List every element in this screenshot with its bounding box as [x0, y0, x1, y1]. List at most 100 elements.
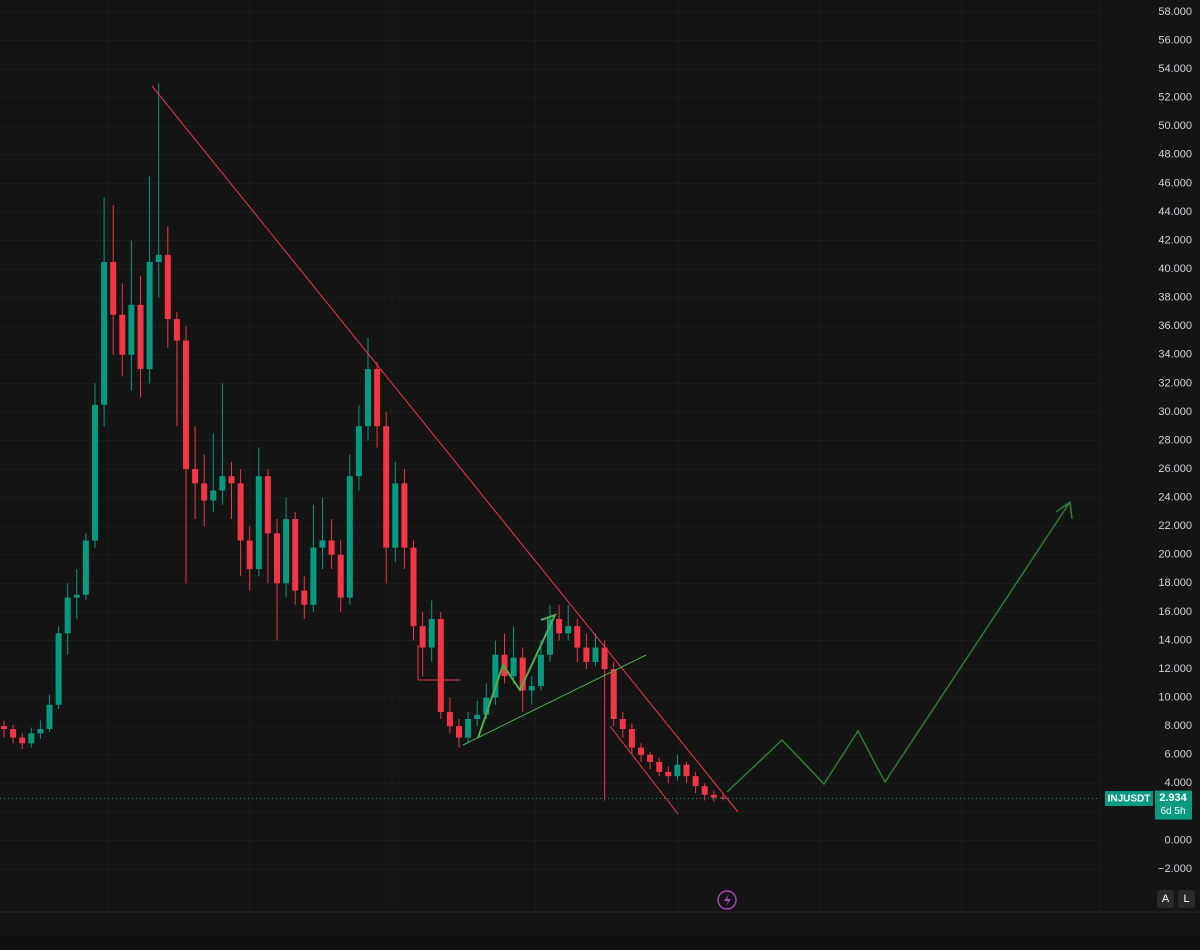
candle-body — [401, 483, 408, 548]
candles — [1, 83, 726, 802]
range-line — [417, 645, 460, 681]
candle-body — [10, 729, 17, 738]
candle-body — [55, 633, 62, 705]
candle-body — [146, 261, 153, 370]
candle-body — [110, 261, 117, 315]
candle-body — [565, 626, 572, 634]
candle-body — [537, 654, 544, 687]
candle-body — [337, 554, 344, 598]
y-tick-label: 0.000 — [1164, 834, 1192, 846]
candle-body — [592, 647, 599, 662]
y-tick-label: 58.000 — [1158, 6, 1192, 18]
symbol: INJUSDT — [1108, 794, 1151, 805]
candle-body — [82, 540, 89, 595]
projection-path — [726, 501, 1071, 793]
drawings — [151, 85, 1073, 815]
candle-body — [19, 737, 26, 744]
replay-icon[interactable] — [717, 890, 737, 910]
candle-body — [301, 590, 308, 605]
y-tick-label: 44.000 — [1158, 206, 1192, 218]
support-line — [462, 654, 647, 746]
candle-body — [483, 697, 490, 715]
y-tick-label: 14.000 — [1158, 634, 1192, 646]
y-tick-label: 4.000 — [1164, 777, 1192, 789]
candle-body — [510, 657, 517, 677]
y-tick-label: 48.000 — [1158, 149, 1192, 161]
candle-body — [137, 304, 144, 370]
channel-line — [609, 725, 679, 815]
candle-body — [692, 776, 699, 787]
y-tick-label: 42.000 — [1158, 234, 1192, 246]
icon-bolt[interactable] — [724, 894, 731, 906]
y-tick-label: 22.000 — [1158, 520, 1192, 532]
candle-body — [428, 619, 435, 648]
candle-body — [410, 547, 417, 627]
y-tick-label: 32.000 — [1158, 377, 1192, 389]
candle-body — [383, 426, 390, 548]
candle-body — [619, 719, 626, 730]
candle-body — [683, 764, 690, 777]
candle-body — [283, 519, 290, 584]
candle-body — [1, 726, 7, 730]
candle-body — [528, 686, 535, 691]
log-button[interactable] — [1178, 890, 1195, 908]
candle-body — [456, 726, 462, 738]
candle-body — [346, 476, 353, 598]
candle-body — [155, 254, 162, 262]
icon-ring[interactable] — [717, 890, 737, 910]
candle-body — [437, 619, 444, 712]
candle-body — [183, 340, 189, 470]
candle-body — [492, 654, 499, 698]
candle-body — [610, 669, 617, 720]
y-tick-label: 50.000 — [1158, 120, 1192, 132]
candle-body — [201, 483, 208, 501]
candle-body — [319, 540, 326, 548]
candle-body — [119, 314, 126, 355]
y-tick-label: 10.000 — [1158, 692, 1192, 704]
candle-body — [446, 711, 453, 727]
candle-body — [274, 533, 280, 584]
candle-body — [574, 626, 581, 648]
candle-body — [547, 619, 553, 655]
candle-body — [73, 594, 80, 598]
candle-body — [64, 597, 71, 634]
symbol-box — [1105, 791, 1153, 807]
y-tick-label: 8.000 — [1164, 720, 1192, 732]
wave-path — [477, 613, 557, 739]
candle-body — [601, 647, 608, 670]
auto-button-label[interactable]: A — [1162, 893, 1170, 905]
candle-body — [365, 369, 371, 427]
log-button-label[interactable]: L — [1183, 893, 1189, 905]
candle-body — [210, 490, 217, 501]
y-tick-label: 34.000 — [1158, 349, 1192, 361]
candle-body — [519, 657, 526, 691]
candle-body — [128, 304, 135, 355]
trend-line — [151, 85, 739, 813]
candle-body — [101, 261, 108, 405]
y-tick-label: 20.000 — [1158, 549, 1192, 561]
candle-body — [374, 369, 381, 427]
candle-body — [701, 786, 708, 795]
candle-body — [656, 761, 663, 772]
candle-body — [328, 540, 335, 555]
y-tick-label: 16.000 — [1158, 606, 1192, 618]
auto-button[interactable] — [1157, 890, 1174, 908]
candle-body — [628, 729, 635, 748]
last-price-label: INJUSDT 2.934 6d 5h — [1105, 790, 1192, 820]
candle-body — [192, 469, 199, 484]
y-tick-label: 6.000 — [1164, 749, 1192, 761]
y-tick-label: 28.000 — [1158, 434, 1192, 446]
candle-body — [647, 754, 654, 762]
y-tick-label: 18.000 — [1158, 577, 1192, 589]
candle-body — [255, 476, 262, 570]
candle-body — [556, 619, 563, 634]
y-tick-label: 26.000 — [1158, 463, 1192, 475]
bottom-bar — [0, 935, 1200, 950]
last-price: 2.934 — [1159, 792, 1187, 804]
candle-body — [583, 647, 590, 662]
candle-body — [419, 626, 426, 648]
candle-body — [228, 476, 235, 484]
time-grid — [107, 0, 963, 912]
